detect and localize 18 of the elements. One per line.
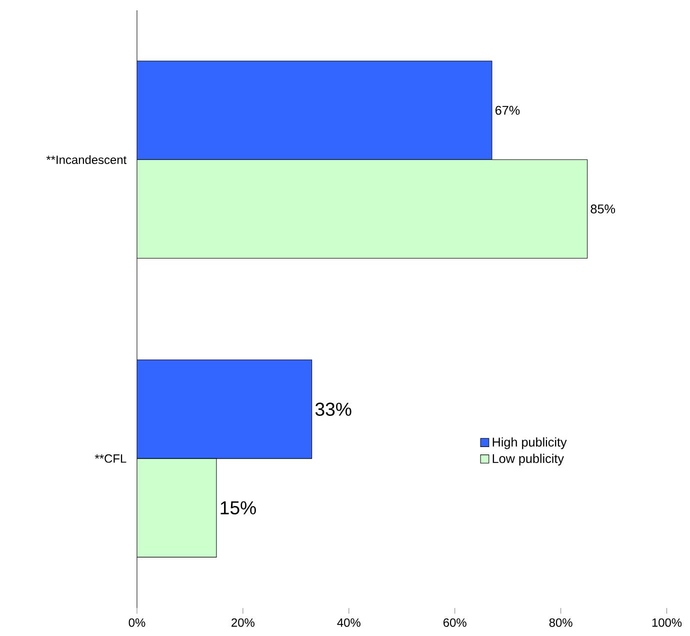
- x-tick-label: 20%: [232, 618, 254, 627]
- y-tick-label: **Incandescent: [46, 155, 127, 164]
- bar: [136, 458, 217, 558]
- bar: [136, 60, 492, 160]
- legend-label: Low publicity: [492, 454, 564, 466]
- x-tick-label: 60%: [443, 618, 466, 627]
- data-label: 15%: [220, 501, 256, 514]
- y-tick-label: **CFL: [94, 454, 126, 463]
- data-label: 85%: [590, 204, 616, 214]
- bar: [136, 159, 588, 259]
- legend-label: High publicity: [492, 437, 567, 450]
- x-tick-label: 100%: [652, 618, 682, 627]
- data-label: 67%: [496, 106, 520, 115]
- data-label: 33%: [315, 402, 352, 416]
- bar: [136, 360, 312, 459]
- x-tick-label: 0%: [128, 618, 146, 627]
- x-tick-label: 40%: [337, 618, 360, 627]
- x-tick-label: 80%: [549, 618, 572, 627]
